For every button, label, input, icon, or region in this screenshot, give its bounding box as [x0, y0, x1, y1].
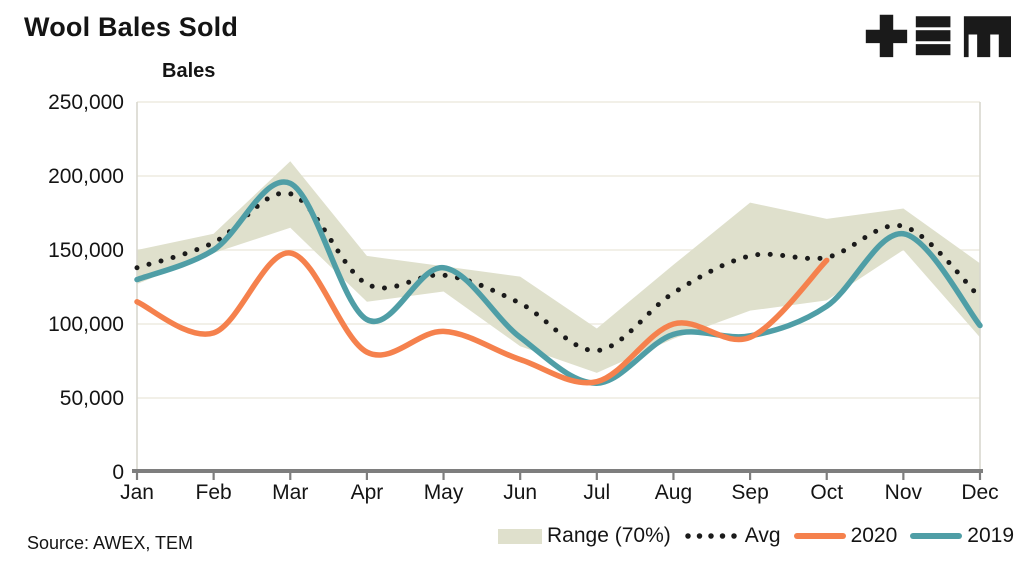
- tem-logo: [865, 14, 1011, 58]
- x-tick-label: Jan: [120, 481, 154, 504]
- legend-label: 2019: [967, 524, 1014, 547]
- legend-item-avg: Avg: [684, 524, 781, 548]
- logo-plus-icon: [865, 14, 908, 58]
- x-tick-label: Nov: [885, 481, 923, 504]
- y-tick-label: 150,000: [48, 239, 124, 262]
- x-tick-label: Apr: [351, 481, 384, 504]
- y-tick-label: 50,000: [60, 387, 124, 410]
- x-tick-label: May: [424, 481, 464, 504]
- x-tick-label: Jul: [583, 481, 610, 504]
- legend-line-swatch: [910, 533, 963, 539]
- logo-bars-icon: [915, 16, 951, 56]
- x-tick-label: Jun: [503, 481, 537, 504]
- y-tick-label: 250,000: [48, 91, 124, 114]
- x-tick-label: Mar: [272, 481, 308, 504]
- chart-canvas: Jan Feb Mar Apr May Jun Jul Aug Sep Oct Nov Dec 0 50,…: [48, 91, 999, 504]
- logo-m-icon: [963, 16, 1011, 58]
- legend-item-range-70-: Range (70%): [498, 524, 671, 548]
- series-2020-line: [134, 250, 830, 386]
- source-note: Source: AWEX, TEM: [27, 533, 194, 553]
- chart-legend: Range (70%) Avg 2020 2019: [498, 524, 1014, 548]
- x-tick-label: Dec: [961, 481, 998, 504]
- y-tick-label: 0: [112, 461, 124, 484]
- legend-item-2020: 2020: [793, 524, 898, 548]
- legend-dotted-swatch: [685, 533, 740, 539]
- chart-title: Wool Bales Sold: [24, 12, 239, 42]
- x-tick-label: Aug: [655, 481, 692, 504]
- y-axis-title: Bales: [162, 60, 216, 82]
- series-avg-line: [134, 190, 983, 354]
- x-tick-label: Feb: [196, 481, 232, 504]
- legend-line-swatch: [793, 533, 846, 539]
- legend-item-2019: 2019: [910, 524, 1014, 548]
- x-tick-label: Oct: [810, 481, 843, 504]
- legend-band-swatch: [498, 528, 543, 544]
- x-tick-label: Sep: [731, 481, 768, 504]
- y-tick-label: 100,000: [48, 313, 124, 336]
- y-tick-label: 200,000: [48, 165, 124, 188]
- series-2019-line: [134, 179, 983, 386]
- legend-label: Range (70%): [547, 524, 671, 547]
- legend-label: 2020: [850, 524, 898, 547]
- range-band: [137, 161, 980, 373]
- legend-label: Avg: [744, 524, 781, 547]
